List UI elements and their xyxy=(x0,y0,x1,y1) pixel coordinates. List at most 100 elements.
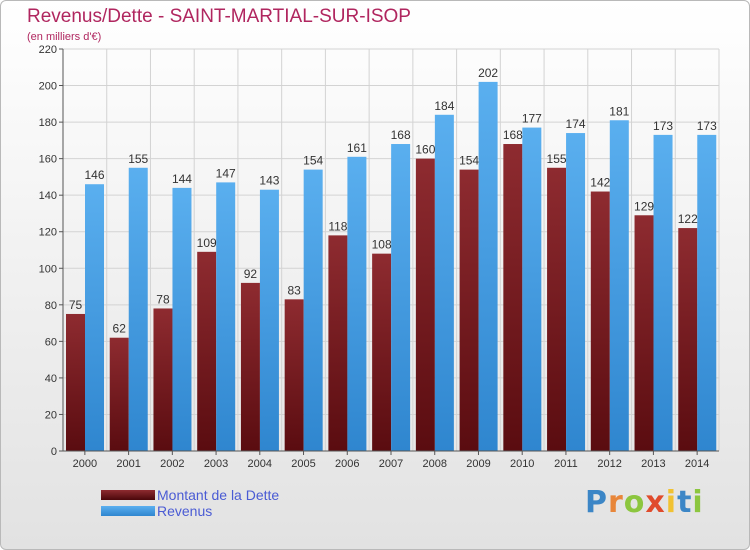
data-label: 160 xyxy=(415,143,435,157)
bar-dette xyxy=(547,167,567,452)
data-labels: 75 146 62 155 78 144 109 147 92 143 83 154 118 161 108… xyxy=(69,66,717,336)
data-label: 173 xyxy=(653,119,673,133)
y-tick-label: 200 xyxy=(39,81,57,93)
legend: Montant de la Dette Revenus xyxy=(101,487,279,519)
bar-revenus xyxy=(216,182,236,451)
legend-item-dette: Montant de la Dette xyxy=(101,487,279,503)
bar-dette xyxy=(634,215,654,451)
y-tick-label: 120 xyxy=(39,227,57,239)
y-tick-label: 80 xyxy=(45,300,57,312)
bar-revenus xyxy=(391,144,411,451)
data-label: 118 xyxy=(328,219,347,233)
y-tick-label: 20 xyxy=(45,409,57,421)
x-tick-label: 2003 xyxy=(204,458,228,470)
bar-revenus xyxy=(522,127,542,451)
data-label: 83 xyxy=(287,283,301,297)
logo-letter: o xyxy=(623,485,646,520)
bar-revenus xyxy=(653,134,673,451)
data-label: 174 xyxy=(566,117,586,131)
data-label: 147 xyxy=(216,166,236,180)
data-label: 78 xyxy=(156,292,170,306)
bar-revenus xyxy=(85,184,104,451)
legend-label-dette: Montant de la Dette xyxy=(157,487,280,503)
bar-dette xyxy=(328,235,348,451)
y-tick-label: 220 xyxy=(39,44,57,56)
bar-revenus xyxy=(697,134,717,451)
y-tick-label: 40 xyxy=(45,373,57,385)
proxiti-logo: Proxiti xyxy=(585,485,704,520)
logo-letter: r xyxy=(608,485,624,520)
legend-swatch-dette xyxy=(101,490,155,500)
logo-letter: t xyxy=(677,485,693,520)
bars xyxy=(66,81,717,452)
y-tick-label: 100 xyxy=(39,263,57,275)
data-label: 168 xyxy=(503,128,523,142)
data-label: 202 xyxy=(478,66,498,80)
bar-revenus xyxy=(128,167,148,452)
y-tick-label: 140 xyxy=(39,190,57,202)
logo-letter: i xyxy=(692,485,704,520)
bar-revenus xyxy=(434,114,454,452)
x-tick-label: 2000 xyxy=(73,458,97,470)
bar-revenus xyxy=(259,189,279,451)
bar-dette xyxy=(284,299,304,451)
data-label: 173 xyxy=(697,119,717,133)
data-label: 181 xyxy=(609,104,629,118)
bar-dette xyxy=(197,251,217,451)
data-label: 177 xyxy=(522,112,542,126)
bar-revenus xyxy=(609,120,629,451)
y-tick-label: 160 xyxy=(39,154,57,166)
data-label: 129 xyxy=(634,199,654,213)
axes: 0 20 40 60 80 100 120 140 160 180 200 220 2000 2001 20… xyxy=(39,44,719,470)
data-label: 155 xyxy=(128,152,148,166)
x-tick-label: 2004 xyxy=(248,458,272,470)
data-label: 109 xyxy=(197,236,217,250)
data-label: 161 xyxy=(347,141,367,155)
data-label: 143 xyxy=(259,174,279,188)
logo-letter: x xyxy=(645,485,666,520)
bar-revenus xyxy=(347,156,367,452)
bar-revenus xyxy=(172,187,192,451)
bar-dette xyxy=(240,282,260,451)
bar-dette xyxy=(459,169,479,451)
data-label: 155 xyxy=(547,152,567,166)
y-tick-label: 0 xyxy=(51,446,57,458)
bar-dette xyxy=(678,228,698,451)
x-tick-label: 2005 xyxy=(291,458,315,470)
chart-subtitle: (en milliers d'€) xyxy=(27,31,102,43)
logo-letter: P xyxy=(585,485,608,520)
bar-dette xyxy=(372,253,392,451)
bar-dette xyxy=(153,308,173,451)
data-label: 184 xyxy=(434,99,454,113)
data-label: 142 xyxy=(590,176,610,190)
x-tick-label: 2007 xyxy=(379,458,403,470)
x-tick-label: 2001 xyxy=(116,458,140,470)
y-tick-label: 180 xyxy=(39,117,57,129)
chart-title: Revenus/Dette - SAINT-MARTIAL-SUR-ISOP xyxy=(27,6,411,27)
data-label: 154 xyxy=(459,154,479,168)
x-tick-label: 2013 xyxy=(641,458,665,470)
data-label: 168 xyxy=(391,128,411,142)
data-label: 108 xyxy=(372,238,392,252)
bar-dette xyxy=(415,158,435,452)
logo-letter: i xyxy=(665,485,678,520)
data-label: 154 xyxy=(303,154,323,168)
bar-dette xyxy=(109,337,129,451)
x-tick-label: 2014 xyxy=(685,458,709,470)
legend-label-revenus: Revenus xyxy=(157,503,213,519)
y-tick-label: 60 xyxy=(45,336,57,348)
x-tick-label: 2008 xyxy=(422,458,446,470)
data-label: 75 xyxy=(69,298,83,312)
legend-item-revenus: Revenus xyxy=(101,503,279,519)
x-tick-label: 2012 xyxy=(597,458,621,470)
data-label: 122 xyxy=(678,212,698,226)
bar-revenus xyxy=(478,81,498,452)
bar-dette xyxy=(66,313,85,451)
x-tick-label: 2006 xyxy=(335,458,359,470)
bar-revenus xyxy=(303,169,323,451)
data-label: 62 xyxy=(113,322,127,336)
bar-dette xyxy=(590,191,610,451)
x-tick-label: 2002 xyxy=(160,458,184,470)
legend-swatch-revenus xyxy=(101,506,155,516)
